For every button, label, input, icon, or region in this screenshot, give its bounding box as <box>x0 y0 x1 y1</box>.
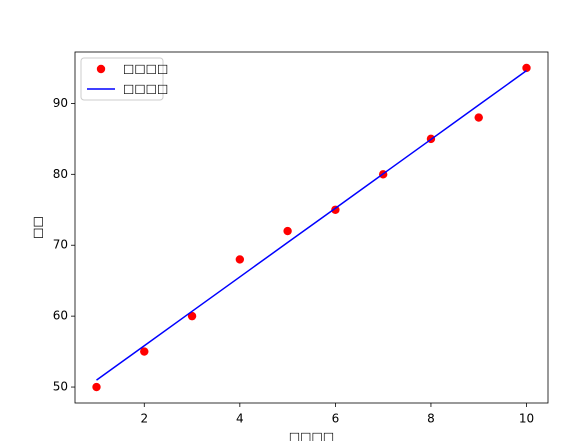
legend-label: □□□□ <box>123 82 168 96</box>
y-axis-label: □□ <box>31 216 45 239</box>
data-point <box>522 63 531 73</box>
x-tick-label: 6 <box>332 412 340 426</box>
data-point <box>92 382 101 392</box>
y-tick-label: 70 <box>53 238 68 252</box>
data-point <box>474 113 483 122</box>
data-point <box>140 347 149 356</box>
x-tick-label: 4 <box>236 412 244 426</box>
y-tick-label: 90 <box>53 96 68 110</box>
y-tick-label: 60 <box>53 309 68 323</box>
x-tick-label: 2 <box>140 412 148 426</box>
x-axis-label: □□□□ <box>289 430 334 441</box>
data-point <box>283 226 292 236</box>
data-point <box>187 311 197 321</box>
fit-line <box>96 70 527 381</box>
data-point <box>331 205 340 214</box>
x-tick-label: 10 <box>519 412 534 426</box>
y-tick-label: 80 <box>53 167 68 181</box>
x-tick-label: 8 <box>427 412 435 426</box>
plot-frame <box>74 51 549 404</box>
y-tick-label: 50 <box>53 380 68 394</box>
data-point <box>235 255 245 264</box>
legend-marker <box>96 64 106 74</box>
legend-label: □□□□ <box>123 62 168 76</box>
